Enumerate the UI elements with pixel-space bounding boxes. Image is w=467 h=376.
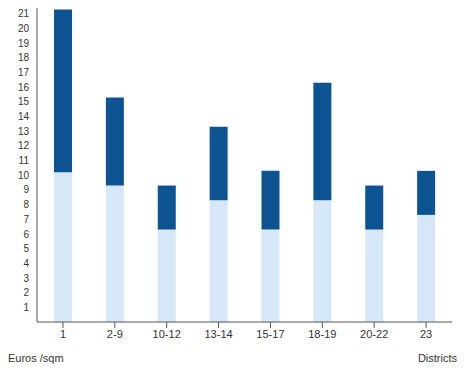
svg-text:6: 6 (23, 229, 29, 240)
svg-text:5: 5 (23, 243, 29, 254)
svg-text:21: 21 (18, 8, 30, 19)
svg-text:1: 1 (60, 328, 66, 340)
svg-text:10: 10 (18, 170, 30, 181)
svg-text:7: 7 (23, 214, 29, 225)
svg-text:18: 18 (18, 52, 30, 63)
svg-text:1: 1 (23, 302, 29, 313)
svg-text:15: 15 (18, 96, 30, 107)
svg-text:20: 20 (18, 23, 30, 34)
svg-text:13-14: 13-14 (204, 328, 232, 340)
svg-text:11: 11 (19, 155, 30, 166)
html-text:Districts: Districts (417, 352, 457, 364)
svg-text:4: 4 (23, 258, 29, 269)
svg-text:12: 12 (18, 140, 30, 151)
svg-text:23: 23 (420, 328, 432, 340)
svg-text:8: 8 (23, 199, 29, 210)
svg-text:2: 2 (23, 287, 29, 298)
svg-text:14: 14 (18, 111, 30, 122)
svg-text:13: 13 (18, 126, 30, 137)
svg-text:20-22: 20-22 (360, 328, 388, 340)
svg-text:15-17: 15-17 (256, 328, 284, 340)
svg-text:16: 16 (18, 82, 30, 93)
svg-text:9: 9 (23, 184, 29, 195)
svg-text:18-19: 18-19 (308, 328, 336, 340)
svg-text:17: 17 (18, 67, 30, 78)
svg-text:10-12: 10-12 (153, 328, 181, 340)
svg-text:19: 19 (18, 38, 30, 49)
svg-text:2-9: 2-9 (107, 328, 123, 340)
html-text:Euros /sqm: Euros /sqm (8, 352, 64, 364)
svg-text:3: 3 (23, 273, 29, 284)
